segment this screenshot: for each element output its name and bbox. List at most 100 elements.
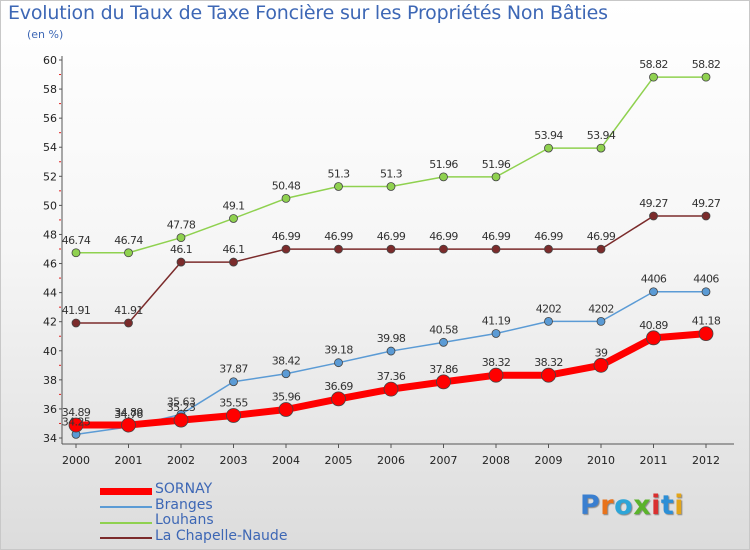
data-label: 46.99 [324,230,353,243]
data-label: 35.63 [167,395,196,408]
data-point [491,329,501,338]
data-label: 53.94 [534,129,563,142]
data-label: 39.18 [324,344,353,357]
data-point [491,244,501,254]
data-label: 51.96 [429,158,458,171]
data-label: 39.98 [377,332,406,345]
data-point [649,211,658,221]
data-label: 46.99 [587,230,616,243]
data-label: 34.25 [62,415,91,428]
data-label: 46.1 [222,243,244,256]
data-label: 41.91 [62,304,91,317]
data-point [281,369,291,379]
data-label: 51.3 [327,167,350,180]
data-point [176,233,186,243]
data-label: 41.19 [482,314,511,327]
data-point [281,194,291,203]
data-point [386,182,396,191]
data-point [386,244,396,254]
data-point [71,248,81,258]
data-point [544,143,553,153]
x-tick-label: 2011 [640,454,668,467]
data-label: 35.23 [167,401,196,414]
data-label: 4202 [588,302,614,315]
data-point [541,367,556,383]
data-label: 46.99 [272,230,301,243]
data-label: 58.82 [692,58,721,71]
data-label: 37.36 [377,370,406,383]
x-tick-label: 2009 [535,454,563,467]
data-label: 39 [595,346,608,359]
data-point [383,381,399,397]
data-point [124,318,133,328]
chart-title: Evolution du Taux de Taxe Foncière sur l… [8,2,608,24]
data-label: 4202 [536,302,562,315]
data-point [544,244,553,254]
data-point [71,318,81,328]
data-label: 46.74 [114,234,143,247]
data-label: 38.32 [482,356,511,369]
data-label: 49.27 [639,197,668,210]
legend-label: La Chapelle-Naude [155,527,288,544]
data-point [593,357,609,373]
data-label: 51.96 [482,158,511,171]
data-point [334,358,343,368]
data-label: 51.3 [380,167,403,180]
data-point [278,402,294,417]
data-point [281,244,291,254]
data-point [698,326,714,342]
x-tick-label: 2003 [220,454,248,467]
data-point [173,412,189,428]
data-label: 41.18 [692,315,721,328]
x-tick-label: 2007 [430,454,458,467]
legend-label: SORNAY [155,481,213,497]
data-label: 37.86 [429,363,458,376]
y-tick-label: 48 [43,228,57,241]
y-tick-label: 56 [43,112,57,125]
data-point [121,417,136,433]
data-label: 58.82 [639,58,668,71]
data-point [649,287,658,297]
data-point [649,72,658,82]
data-point [439,172,448,182]
y-tick-label: 46 [43,258,57,271]
y-tick-label: 38 [43,374,57,387]
data-label: 46.99 [534,230,563,243]
data-point [436,374,451,390]
data-point [176,257,186,267]
data-point [386,346,396,356]
data-label: 53.94 [587,129,616,142]
data-point [331,391,346,407]
data-point [68,417,84,433]
data-point [229,214,238,223]
data-label: 4406 [641,273,667,286]
x-tick-label: 2012 [692,454,720,467]
legend-swatch [100,521,152,524]
data-label: 36.69 [324,380,353,393]
data-point [596,244,606,254]
data-label: 35.96 [272,391,301,404]
legend-label: Louhans [155,512,214,528]
data-label: 38.42 [272,355,301,368]
data-point [596,143,606,153]
data-label: 41.91 [114,304,143,317]
y-tick-label: 44 [43,287,57,300]
data-point [229,377,238,387]
data-point [439,244,448,254]
data-label: 35.55 [219,396,248,409]
data-point [229,257,238,267]
x-tick-label: 2006 [377,454,405,467]
legend-swatch [100,537,152,540]
data-point [491,172,501,182]
data-label: 46.99 [429,230,458,243]
legend-swatch [100,506,152,509]
data-label: 40.58 [429,323,458,336]
x-tick-label: 2005 [325,454,353,467]
data-point [334,244,343,254]
legend-label: Branges [155,496,213,513]
data-label: 34.89 [114,406,143,419]
data-point [334,182,343,191]
data-label: 49.1 [222,199,244,212]
y-tick-label: 58 [43,83,57,96]
